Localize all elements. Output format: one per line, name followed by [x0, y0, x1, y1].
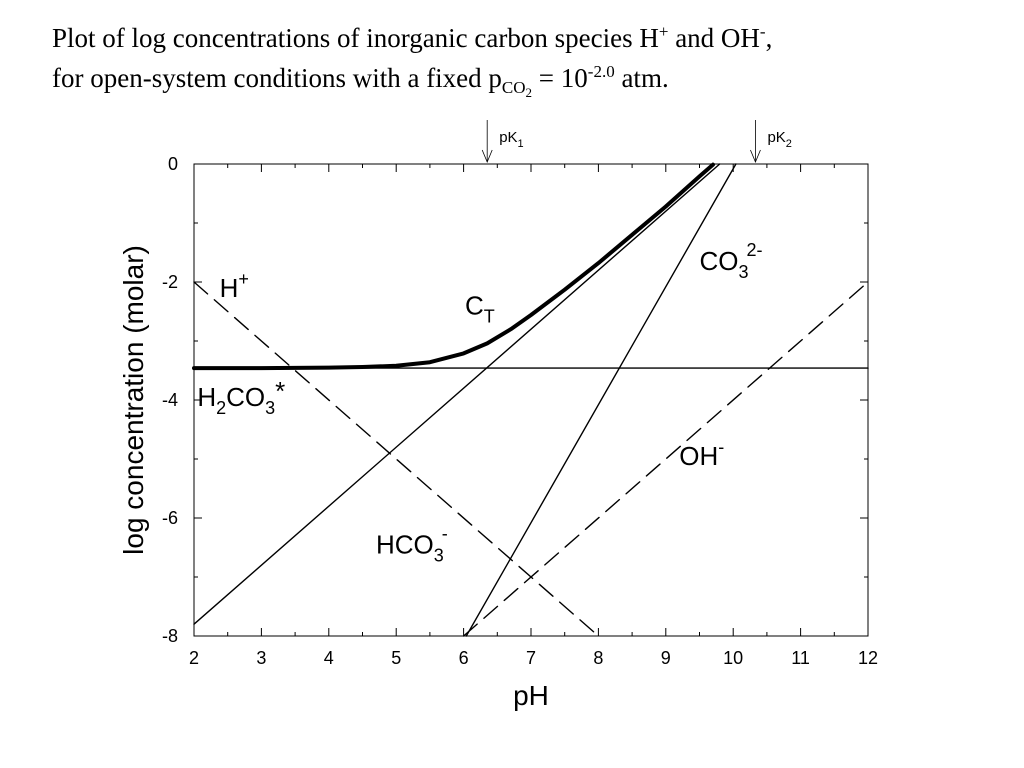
- hco3-label: HCO3-: [376, 523, 448, 565]
- ct-label: CT: [465, 290, 495, 326]
- hco3-line: [193, 163, 721, 625]
- ct-line: [192, 162, 715, 371]
- pk-label-subscript: 2: [786, 138, 792, 150]
- label-subscript: 3: [739, 262, 749, 282]
- co3-label: CO32-: [700, 240, 763, 282]
- label-superscript: 2-: [747, 240, 763, 260]
- label-base: CO: [700, 246, 739, 276]
- label-base: HCO: [376, 529, 434, 559]
- pk-label: pK1: [499, 129, 523, 150]
- x-tick-label: 3: [256, 648, 266, 668]
- series-labels: H+OH-H2CO3*HCO3-CO32-CT: [197, 240, 762, 565]
- x-axis-label: pH: [513, 680, 549, 711]
- label-superscript: -: [718, 437, 724, 457]
- y-axis-label: log concentration (molar): [118, 245, 149, 555]
- h2co3-label: H2CO3*: [197, 376, 285, 418]
- label-base: H: [220, 273, 239, 303]
- axis-ticks: 2 3 4 5 6 7 8 9 10 11 120-2-4-6-8: [162, 154, 878, 668]
- x-tick-label: 12: [858, 648, 878, 668]
- x-tick-label: 10: [723, 648, 743, 668]
- pk-label-text: pK: [499, 129, 517, 146]
- label-superscript: +: [238, 269, 249, 289]
- x-tick-label: 7: [526, 648, 536, 668]
- label-base: OH: [679, 441, 718, 471]
- label-subscript: 2: [216, 398, 226, 418]
- h-plus-line: [193, 281, 600, 637]
- label-subscript: T: [484, 306, 495, 326]
- co3-line: [465, 163, 737, 637]
- label-subscript: 3: [434, 545, 444, 565]
- label-part: *: [275, 376, 285, 406]
- pk-annotations: pK1 pK2: [481, 120, 792, 164]
- chart-title-line-1: Plot of log concentrations of inorganic …: [52, 22, 773, 53]
- x-tick-label: 5: [391, 648, 401, 668]
- label-subscript: 3: [265, 398, 275, 418]
- pk-arrow-head: [750, 149, 761, 164]
- y-tick-label: -2: [162, 272, 178, 292]
- y-tick-label: -6: [162, 508, 178, 528]
- y-tick-label: 0: [168, 154, 178, 174]
- label-part: H: [197, 382, 216, 412]
- x-tick-label: 4: [324, 648, 334, 668]
- x-tick-label: 9: [661, 648, 671, 668]
- series-group: [192, 162, 869, 637]
- y-tick-label: -4: [162, 390, 178, 410]
- plot-frame: [193, 163, 869, 637]
- x-tick-label: 6: [459, 648, 469, 668]
- oh-minus-line: [462, 281, 869, 637]
- pk-arrow-head: [481, 149, 493, 164]
- chart-title: Plot of log concentrations of inorganic …: [52, 18, 1012, 100]
- oh-minus-label: OH-: [679, 437, 724, 471]
- x-tick-label: 2: [189, 648, 199, 668]
- label-base: C: [465, 290, 484, 320]
- pk-label-subscript: 1: [518, 138, 524, 150]
- x-tick-label: 11: [791, 648, 810, 668]
- pk-label: pK2: [767, 129, 791, 150]
- label-part: CO: [226, 382, 265, 412]
- h-plus-label: H+: [220, 269, 249, 303]
- y-tick-label: -8: [162, 626, 178, 646]
- x-tick-label: 8: [593, 648, 603, 668]
- pk-label-text: pK: [767, 129, 785, 146]
- chart-title-line-2: for open-system conditions with a fixed …: [52, 62, 669, 100]
- label-superscript: -: [442, 523, 448, 543]
